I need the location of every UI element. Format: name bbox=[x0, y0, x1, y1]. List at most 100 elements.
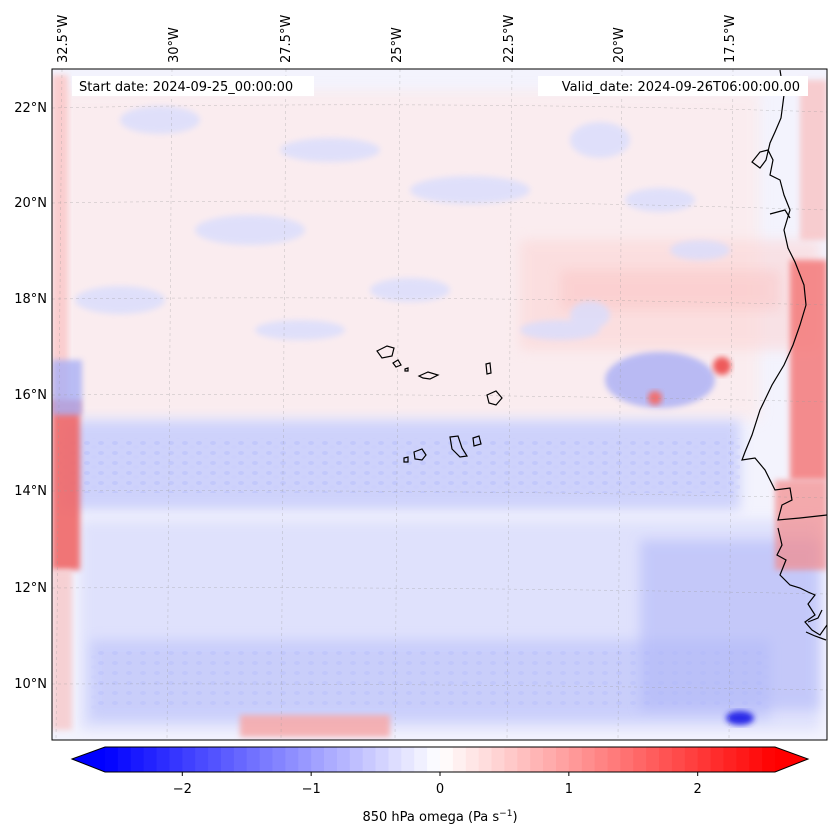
colorbar-cell bbox=[452, 747, 467, 772]
island-santa-luzia bbox=[404, 367, 409, 372]
lon-label: 27.5°W bbox=[279, 15, 294, 63]
colorbar-tick-label: 2 bbox=[694, 782, 702, 797]
colorbar-label: 850 hPa omega (Pa s−1) bbox=[362, 809, 517, 825]
colorbar-cell bbox=[182, 747, 196, 772]
island-boa-vista bbox=[486, 390, 503, 406]
colorbar-cell bbox=[272, 747, 286, 772]
colorbar-cell bbox=[671, 747, 686, 772]
colorbar-cell bbox=[762, 747, 776, 772]
lat-label: 10°N bbox=[14, 677, 47, 692]
colorbar-tick-label: 0 bbox=[436, 782, 444, 797]
colorbar-cell bbox=[427, 747, 441, 772]
colorbar: −2 −1 0 1 2 850 hPa omega (Pa s−1) bbox=[70, 746, 810, 825]
colorbar-cell bbox=[195, 747, 209, 772]
colorbar-cell bbox=[143, 747, 158, 772]
colorbar-cell bbox=[633, 747, 647, 772]
colorbar-cell bbox=[710, 747, 725, 772]
colorbar-cell bbox=[517, 747, 531, 772]
island-sao-nicolau bbox=[417, 371, 440, 380]
colorbar-cell bbox=[491, 747, 506, 772]
valid-date-label: Valid_date: 2024-09-26T06:00:00.00 bbox=[562, 80, 800, 95]
colorbar-cell bbox=[156, 747, 171, 772]
colorbar-cell bbox=[362, 747, 377, 772]
colorbar-cell bbox=[723, 747, 737, 772]
lat-label: 12°N bbox=[14, 581, 47, 596]
longitude-labels: 32.5°W 30°W 27.5°W 25°W 22.5°W 20°W 17.5… bbox=[56, 15, 738, 63]
colorbar-cell bbox=[220, 747, 235, 772]
gridlines bbox=[52, 69, 827, 740]
colorbar-cell bbox=[659, 747, 673, 772]
colorbar-ticks: −2 −1 0 1 2 bbox=[173, 772, 702, 797]
colorbar-cell bbox=[105, 747, 119, 772]
colorbar-cell bbox=[736, 747, 750, 772]
colorbar-cell bbox=[581, 747, 596, 772]
lat-label: 20°N bbox=[14, 196, 47, 211]
colorbar-cell bbox=[311, 747, 325, 772]
lat-label: 14°N bbox=[14, 484, 47, 499]
colorbar-cell bbox=[697, 747, 712, 772]
colorbar-cell bbox=[620, 747, 634, 772]
colorbar-cell bbox=[298, 747, 312, 772]
lon-label: 17.5°W bbox=[723, 15, 738, 63]
colorbar-outline bbox=[70, 746, 810, 773]
colorbar-cells bbox=[72, 747, 808, 772]
lat-label: 16°N bbox=[14, 388, 47, 403]
colorbar-cell bbox=[233, 747, 248, 772]
colorbar-tick-label: −1 bbox=[302, 782, 321, 797]
colorbar-cell bbox=[401, 747, 415, 772]
colorbar-tick-label: −2 bbox=[173, 782, 192, 797]
island-sal bbox=[485, 362, 492, 375]
colorbar-cell bbox=[375, 747, 390, 772]
colorbar-cell bbox=[336, 747, 351, 772]
omega-field bbox=[52, 75, 827, 737]
island-sao-vicente bbox=[392, 359, 402, 368]
colorbar-cell bbox=[684, 747, 699, 772]
colorbar-cell bbox=[259, 747, 274, 772]
colorbar-cell bbox=[246, 747, 261, 772]
colorbar-cell bbox=[594, 747, 609, 772]
colorbar-cell bbox=[169, 747, 183, 772]
latitude-labels: 22°N 20°N 18°N 16°N 14°N 12°N 10°N bbox=[14, 101, 47, 692]
colorbar-cell bbox=[646, 747, 660, 772]
map-frame bbox=[51, 68, 828, 741]
colorbar-cell bbox=[465, 747, 480, 772]
map-panel: Start date: 2024-09-25_00:00:00 Valid_da… bbox=[52, 69, 827, 740]
island-maio bbox=[472, 435, 482, 447]
island-santo-antao bbox=[376, 345, 395, 359]
colorbar-cell bbox=[555, 747, 570, 772]
lon-label: 32.5°W bbox=[56, 15, 71, 63]
colorbar-cell bbox=[285, 747, 299, 772]
colorbar-cell bbox=[568, 747, 583, 772]
lon-label: 30°W bbox=[167, 27, 182, 63]
island-brava bbox=[403, 456, 409, 463]
colorbar-extend-high bbox=[775, 747, 808, 772]
colorbar-cell bbox=[607, 747, 621, 772]
colorbar-cell bbox=[388, 747, 402, 772]
lat-label: 22°N bbox=[14, 101, 47, 116]
colorbar-cell bbox=[349, 747, 364, 772]
colorbar-cell bbox=[478, 747, 493, 772]
island-santiago bbox=[449, 435, 468, 458]
colorbar-cell bbox=[749, 747, 763, 772]
start-date-box bbox=[72, 76, 314, 96]
start-date-label: Start date: 2024-09-25_00:00:00 bbox=[79, 80, 293, 95]
lon-label: 25°W bbox=[390, 27, 405, 63]
lon-label: 20°W bbox=[612, 27, 627, 63]
colorbar-cell bbox=[504, 747, 518, 772]
colorbar-cell bbox=[414, 747, 428, 772]
colorbar-tick-label: 1 bbox=[565, 782, 573, 797]
colorbar-cell bbox=[324, 747, 338, 772]
lat-label: 18°N bbox=[14, 292, 47, 307]
colorbar-cell bbox=[130, 747, 145, 772]
colorbar-extend-low bbox=[72, 747, 105, 772]
colorbar-cell bbox=[530, 747, 544, 772]
lon-label: 22.5°W bbox=[502, 15, 517, 63]
colorbar-cell bbox=[117, 747, 132, 772]
colorbar-cell bbox=[440, 747, 454, 772]
colorbar-cell bbox=[543, 747, 557, 772]
coastlines bbox=[376, 69, 827, 641]
island-fogo bbox=[413, 448, 427, 461]
valid-date-box bbox=[538, 76, 808, 96]
colorbar-cell bbox=[208, 747, 222, 772]
